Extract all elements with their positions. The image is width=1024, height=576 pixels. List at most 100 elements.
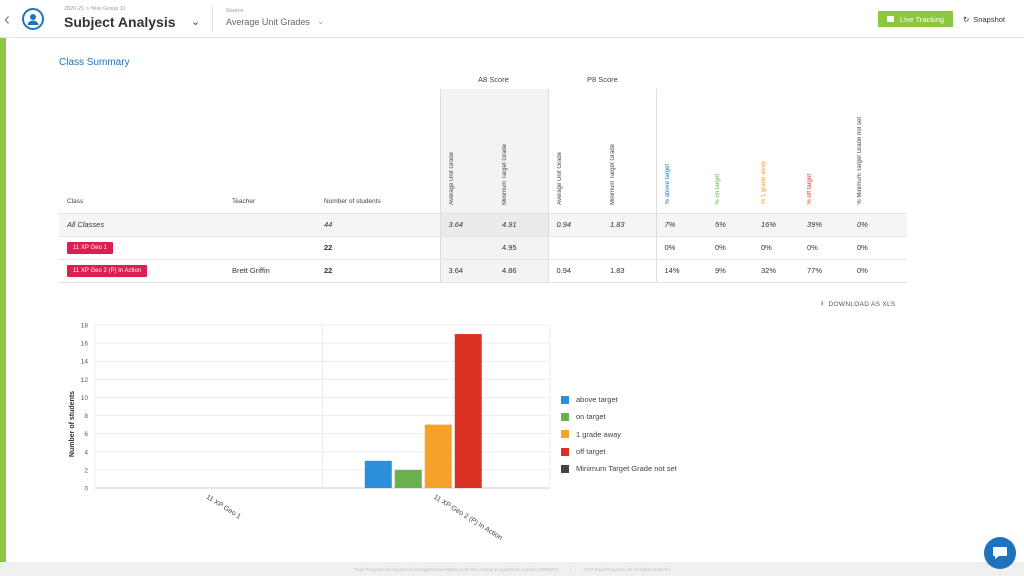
chat-button[interactable] (984, 537, 1016, 569)
cell-class: All Classes (59, 213, 224, 237)
col-class[interactable]: Class (59, 89, 224, 214)
col-p8-min[interactable]: Minimum Target Grade (602, 89, 656, 214)
col-a8-min-label: Minimum Target Grade (502, 143, 508, 205)
col-a8-avg-label: Average Unit Grade (448, 151, 455, 205)
live-tracking-button[interactable]: Live Tracking (878, 11, 953, 27)
cell-off: 0% (799, 236, 849, 260)
chart-bars (364, 334, 482, 488)
chart-legend: above target on target 1 grade away off tar… (561, 391, 677, 477)
title-dropdown-chevron-icon[interactable]: ⌄ (191, 16, 201, 28)
refresh-icon: ↻ (963, 14, 970, 24)
breadcrumb[interactable]: 2020-21 > Year Group 11 (64, 6, 126, 12)
cell-a8-min: 4.91 (494, 213, 548, 237)
source-chevron-icon[interactable]: ⌄ (317, 16, 325, 26)
accent-bar (0, 38, 6, 562)
chart-y-ticks: 0 2 4 6 8 10 12 14 16 18 (81, 323, 89, 493)
source-label: Source (226, 8, 244, 14)
cell-notset: 0% (849, 213, 907, 237)
header-divider (212, 6, 213, 32)
cell-teacher: Brett Griffin (224, 259, 316, 283)
legend-item[interactable]: above target (561, 391, 677, 408)
col-on-label: % on target (715, 173, 721, 205)
cell-a8-avg: 3.64 (439, 213, 494, 237)
col-a8-avg[interactable]: Average Unit Grade (439, 89, 494, 214)
download-label: DOWNLOAD AS XLS (828, 301, 896, 308)
cell-on: 0% (707, 236, 753, 260)
chart-y-axis-label: Number of students (69, 391, 76, 457)
chart-x-ticks: 11 XP Geo 1 11 XP Geo 2 (P) In Action (205, 494, 504, 542)
grid-icon (886, 16, 894, 22)
y-tick-label: 10 (81, 395, 89, 402)
download-icon: ⭳ (821, 300, 824, 307)
cell-class: 11 XP Geo 2 (P) In Action (59, 259, 224, 283)
legend-item[interactable]: 1 grade away (561, 426, 677, 443)
x-tick-label: 11 XP Geo 2 (P) In Action (432, 494, 503, 542)
y-tick-label: 18 (81, 323, 89, 330)
col-away-label: % 1 grade away (761, 161, 767, 205)
bar-above-target[interactable] (364, 460, 392, 488)
legend-swatch (561, 447, 569, 456)
chat-icon (993, 547, 1007, 559)
cell-away: 32% (753, 259, 799, 283)
bar-1-grade-away[interactable] (424, 424, 452, 488)
class-tag[interactable]: 11 XP Geo 1 (67, 241, 113, 254)
cell-notset: 0% (849, 259, 907, 283)
legend-label: off target (576, 447, 606, 457)
table-row: 11 XP Geo 2 (P) In Action Brett Griffin … (59, 259, 907, 283)
col-off[interactable]: % off target (799, 89, 849, 214)
cell-on: 5% (707, 213, 753, 237)
bar-on-target[interactable] (394, 469, 422, 488)
bar-off-target[interactable] (454, 334, 482, 488)
live-tracking-label: Live Tracking (899, 14, 945, 24)
download-xls-button[interactable]: ⭳ DOWNLOAD AS XLS (821, 299, 896, 310)
col-on[interactable]: % on target (707, 89, 753, 214)
cell-p8-min (602, 236, 656, 260)
page-title: Subject Analysis (64, 14, 176, 30)
legend-label: above target (576, 395, 618, 405)
source-select[interactable]: Average Unit Grades (226, 17, 310, 27)
col-teacher[interactable]: Teacher (224, 89, 316, 214)
cell-off: 39% (799, 213, 849, 237)
back-chevron-icon[interactable]: ‹ (4, 9, 10, 29)
cell-a8-avg (439, 236, 494, 260)
legend-item[interactable]: on target (561, 408, 677, 425)
cell-students: 22 (316, 259, 440, 283)
y-tick-label: 12 (81, 377, 89, 384)
legend-swatch (561, 395, 569, 404)
footer-separator: | (570, 566, 572, 572)
cell-above: 7% (655, 213, 707, 237)
cell-p8-avg: 0.94 (547, 213, 602, 237)
cell-above: 0% (655, 236, 707, 260)
col-p8-min-label: Minimum Target Grade (610, 143, 616, 205)
legend-item[interactable]: Minimum Target Grade not set (561, 460, 677, 477)
cell-a8-min: 4.95 (494, 236, 548, 260)
col-notset[interactable]: % Minimum Target Grade not set (849, 89, 907, 214)
col-above[interactable]: % above target (655, 89, 707, 214)
footer-company: Pupil Progress Ltd registered in England… (354, 566, 559, 572)
cell-p8-avg (547, 236, 602, 260)
col-off-label: % off target (807, 173, 813, 205)
table-row: 11 XP Geo 1 22 4.95 0% 0% 0% 0% 0% (59, 236, 907, 260)
cell-away: 16% (753, 213, 799, 237)
cell-away: 0% (753, 236, 799, 260)
col-p8-avg[interactable]: Average Unit Grade (547, 89, 602, 214)
y-tick-label: 6 (84, 431, 88, 438)
legend-item[interactable]: off target (561, 443, 677, 460)
cell-above: 14% (655, 259, 707, 283)
legend-swatch (561, 412, 569, 421)
legend-swatch (561, 430, 569, 439)
cell-class: 11 XP Geo 1 (59, 236, 224, 260)
footer-copyright: 2023 Pupil Progress Ltd. All rights rese… (583, 566, 670, 572)
y-tick-label: 16 (81, 341, 89, 348)
students-bar-chart: 0 2 4 6 8 10 12 14 16 18 11 XP Geo 1 11 XP Geo 2 (… (69, 323, 551, 542)
top-bar: ‹ 2020-21 > Year Group 11 Subject Analys… (0, 0, 1024, 38)
col-students[interactable]: Number of students (316, 89, 440, 214)
snapshot-button[interactable]: ↻ Snapshot (955, 11, 1013, 27)
y-tick-label: 8 (84, 413, 88, 420)
user-avatar-icon[interactable] (22, 8, 44, 30)
cell-on: 9% (707, 259, 753, 283)
table-row-all-classes: All Classes 44 3.64 4.91 0.94 1.83 7% 5%… (59, 213, 907, 237)
col-a8-min[interactable]: Minimum Target Grade (494, 89, 548, 214)
class-tag[interactable]: 11 XP Geo 2 (P) In Action (67, 264, 148, 277)
col-away[interactable]: % 1 grade away (753, 89, 799, 214)
